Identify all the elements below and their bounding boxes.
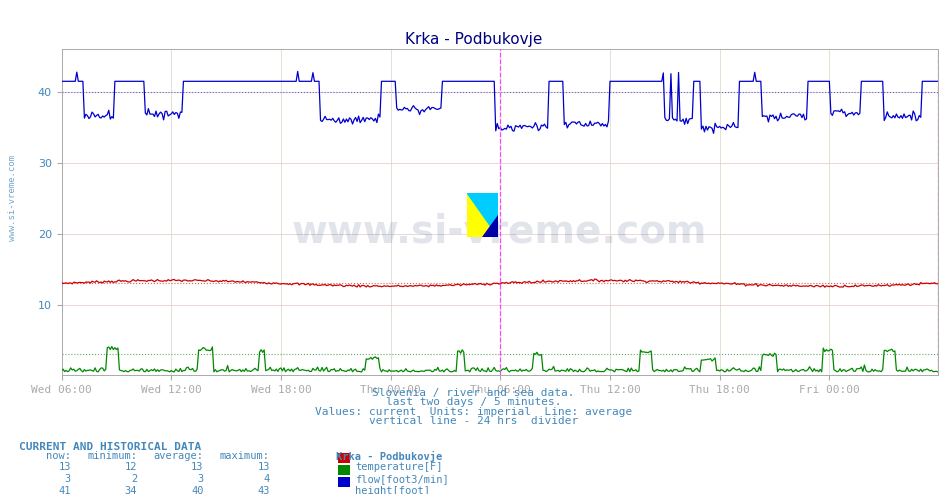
Text: vertical line - 24 hrs  divider: vertical line - 24 hrs divider xyxy=(369,416,578,426)
Text: minimum:: minimum: xyxy=(87,451,137,460)
Text: 3: 3 xyxy=(64,474,71,484)
Text: 40: 40 xyxy=(191,486,204,494)
Text: now:: now: xyxy=(46,451,71,460)
Polygon shape xyxy=(467,193,498,237)
Text: 12: 12 xyxy=(125,462,137,472)
Text: www.si-vreme.com: www.si-vreme.com xyxy=(292,213,707,251)
Polygon shape xyxy=(483,215,498,237)
Text: 13: 13 xyxy=(59,462,71,472)
Text: Slovenia / river and sea data.: Slovenia / river and sea data. xyxy=(372,388,575,398)
Text: 2: 2 xyxy=(131,474,137,484)
Text: www.si-vreme.com: www.si-vreme.com xyxy=(8,155,17,241)
Text: 34: 34 xyxy=(125,486,137,494)
Text: flow[foot3/min]: flow[foot3/min] xyxy=(355,474,449,484)
Text: Values: current  Units: imperial  Line: average: Values: current Units: imperial Line: av… xyxy=(314,407,633,416)
Text: 3: 3 xyxy=(197,474,204,484)
Text: 4: 4 xyxy=(263,474,270,484)
Polygon shape xyxy=(467,193,498,237)
Text: 13: 13 xyxy=(258,462,270,472)
Text: CURRENT AND HISTORICAL DATA: CURRENT AND HISTORICAL DATA xyxy=(19,442,201,452)
Text: Krka - Podbukovje: Krka - Podbukovje xyxy=(336,451,442,461)
Text: temperature[F]: temperature[F] xyxy=(355,462,442,472)
Text: last two days / 5 minutes.: last two days / 5 minutes. xyxy=(385,397,562,407)
Text: average:: average: xyxy=(153,451,204,460)
Text: 13: 13 xyxy=(191,462,204,472)
Text: height[foot]: height[foot] xyxy=(355,486,430,494)
Text: maximum:: maximum: xyxy=(220,451,270,460)
Text: 41: 41 xyxy=(59,486,71,494)
Text: Krka - Podbukovje: Krka - Podbukovje xyxy=(404,32,543,47)
Text: 43: 43 xyxy=(258,486,270,494)
